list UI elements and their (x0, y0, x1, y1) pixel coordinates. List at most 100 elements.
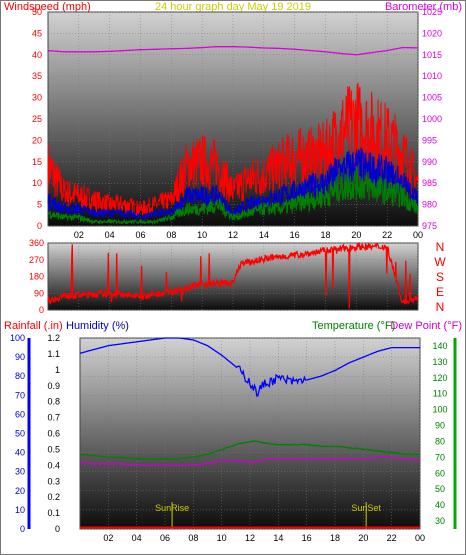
direction-y-tick-label: 180 (29, 272, 44, 282)
humidity-y-tick-label: 40 (15, 448, 25, 458)
thermo-x-tick-label: 22 (387, 533, 397, 543)
rainfall-y-tick-label: 0.7 (47, 413, 60, 423)
compass-label: N (436, 240, 445, 254)
thermo-x-tick-label: 00 (415, 533, 425, 543)
wind-y-tick-label: 50 (32, 7, 42, 17)
barometer-series-line (47, 46, 419, 56)
wind-x-tick-label: 04 (105, 230, 115, 240)
wind-y-tick-label: 0 (37, 221, 42, 231)
rainfall-y-tick-label: 0.8 (47, 397, 60, 407)
temperature-y-tick-label: 90 (435, 421, 445, 431)
temperature-series-line (79, 440, 421, 461)
rainfall-y-tick-label: 0.4 (47, 460, 60, 470)
sun-marker-label: SunRise (155, 503, 189, 513)
barometer-y-tick-label: 975 (422, 221, 437, 231)
barometer-y-tick-label: 985 (422, 178, 437, 188)
compass-label: E (436, 285, 444, 299)
humidity-y-tick-label: 80 (15, 371, 25, 381)
humidity-y-tick-label: 10 (15, 505, 25, 515)
wind-y-tick-label: 15 (32, 157, 42, 167)
thermo-x-tick-label: 06 (160, 533, 170, 543)
thermo-x-tick-label: 10 (217, 533, 227, 543)
rainfall-y-tick-label: 1.2 (47, 333, 60, 343)
barometer-y-tick-label: 1015 (422, 50, 442, 60)
wind-x-tick-label: 16 (290, 230, 300, 240)
temperature-axis-label: Temperature (°F) (312, 320, 395, 332)
wind-y-tick-label: 40 (32, 50, 42, 60)
wind-y-tick-label: 20 (32, 135, 42, 145)
wind-x-tick-label: 08 (166, 230, 176, 240)
humidity-y-tick-label: 90 (15, 352, 25, 362)
wind-x-tick-label: 10 (197, 230, 207, 240)
wind-x-tick-label: 20 (351, 230, 361, 240)
dew_point-series-line (79, 456, 421, 467)
barometer-y-tick-label: 990 (422, 157, 437, 167)
thermo-x-tick-label: 08 (188, 533, 198, 543)
compass-label: N (436, 300, 445, 314)
direction-y-tick-label: 90 (34, 288, 44, 298)
barometer-axis-label: Barometer (mb) (385, 1, 462, 13)
sun-marker-label: SunSet (351, 503, 381, 513)
thermo-x-tick-label: 16 (302, 533, 312, 543)
barometer-y-tick-label: 1000 (422, 114, 442, 124)
rainfall-y-tick-label: 0.5 (47, 444, 60, 454)
thermo-x-tick-label: 14 (273, 533, 283, 543)
thermo-x-tick-label: 12 (245, 533, 255, 543)
wind-y-tick-label: 45 (32, 28, 42, 38)
compass-label: S (436, 270, 444, 284)
wind-x-tick-label: 06 (135, 230, 145, 240)
humidity-y-tick-label: 0 (20, 524, 25, 534)
barometer-y-tick-label: 1020 (422, 28, 442, 38)
thermo-x-tick-label: 02 (103, 533, 113, 543)
temperature-y-tick-label: 30 (435, 516, 445, 526)
wind-y-tick-label: 35 (32, 71, 42, 81)
wind-x-tick-label: 22 (382, 230, 392, 240)
temperature-y-tick-label: 100 (432, 405, 447, 415)
temperature-y-tick-label: 110 (433, 389, 447, 399)
dewpoint-axis-label: Dew Point (°F) (390, 320, 462, 332)
humidity-series-line (79, 337, 420, 397)
barometer-y-tick-label: 1005 (422, 93, 442, 103)
thermo-x-tick-label: 18 (330, 533, 340, 543)
wind-speed-series-line (47, 82, 419, 216)
direction-series-line (47, 241, 419, 309)
wind-x-tick-label: 02 (74, 230, 84, 240)
temperature-y-tick-label: 60 (435, 468, 445, 478)
windspeed-axis-label: Windspeed (mph) (4, 1, 91, 13)
wind-x-tick-label: 14 (259, 230, 269, 240)
humidity-y-tick-label: 70 (15, 390, 25, 400)
direction-y-tick-label: 0 (39, 305, 44, 315)
humidity-y-tick-label: 60 (15, 409, 25, 419)
temperature-y-tick-label: 140 (432, 341, 447, 351)
temperature-y-tick-label: 70 (435, 452, 445, 462)
rainfall-y-tick-label: 1.1 (47, 349, 60, 359)
humidity-y-tick-label: 20 (15, 486, 25, 496)
wind-x-tick-label: 00 (413, 230, 423, 240)
wind-x-tick-label: 12 (228, 230, 238, 240)
wind-y-tick-label: 10 (32, 178, 42, 188)
rainfall-y-tick-label: 0 (55, 524, 60, 534)
direction-y-tick-label: 360 (29, 238, 44, 248)
compass-label: W (434, 255, 446, 269)
rainfall-axis-label: Rainfall (.in) (4, 320, 63, 332)
temperature-y-tick-label: 40 (435, 500, 445, 510)
thermo-x-tick-label: 04 (132, 533, 142, 543)
thermo-x-tick-label: 20 (358, 533, 368, 543)
graph-title: 24 hour graph day May 19 2019 (155, 1, 311, 13)
wind-y-tick-label: 25 (32, 114, 42, 124)
wind-low-series-line (47, 166, 419, 226)
barometer-y-tick-label: 995 (422, 135, 437, 145)
humidity-y-tick-label: 30 (15, 467, 25, 477)
temperature-y-tick-label: 130 (432, 357, 447, 367)
rainfall-y-tick-label: 0.6 (47, 429, 60, 439)
rainfall-y-tick-label: 0.1 (47, 508, 60, 518)
rainfall-y-tick-label: 0.2 (47, 492, 60, 502)
rainfall-y-tick-label: 1 (55, 365, 60, 375)
wind-avg-series-line (47, 147, 419, 221)
temperature-y-tick-label: 120 (432, 373, 447, 383)
humidity-y-tick-label: 50 (15, 429, 25, 439)
